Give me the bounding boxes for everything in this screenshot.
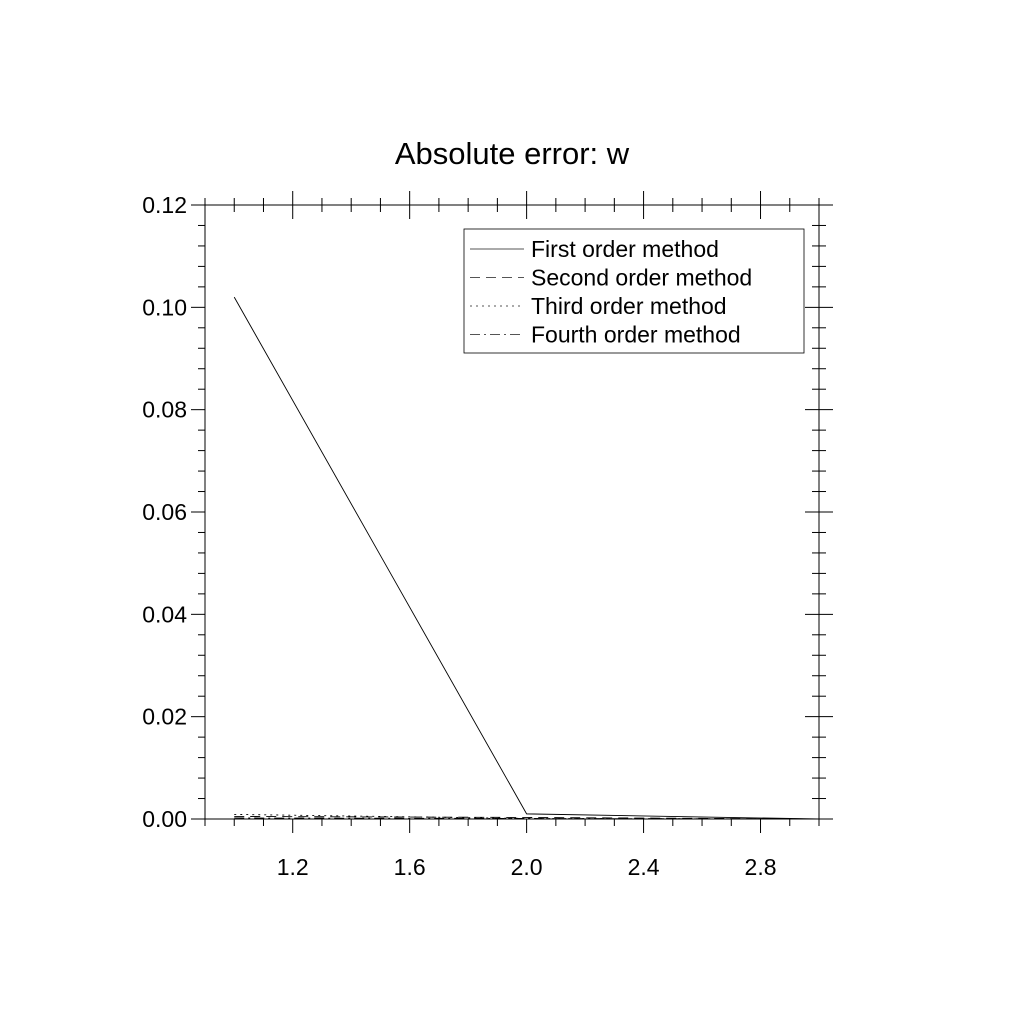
series-line-4 <box>234 817 820 820</box>
chart-title: Absolute error: w <box>395 136 630 171</box>
series-lines <box>233 296 820 820</box>
y-tick-label: 0.10 <box>142 294 187 320</box>
y-tick-label: 0.08 <box>142 397 187 423</box>
legend-label: First order method <box>531 236 719 262</box>
y-tick-label: 0.04 <box>142 601 187 627</box>
legend-label: Second order method <box>531 265 752 291</box>
x-tick-label: 1.6 <box>394 854 426 880</box>
y-tick-labels: 0.00 0.02 0.04 0.06 0.08 0.10 0.12 <box>142 192 187 832</box>
legend: First order method Second order methodThi… <box>463 228 805 354</box>
x-tick-label: 2.8 <box>745 854 777 880</box>
legend-entries: First order method Second order methodThi… <box>470 236 752 348</box>
axis-ticks <box>191 191 833 833</box>
legend-label: Third order method <box>531 293 727 319</box>
x-tick-label: 2.0 <box>511 854 543 880</box>
y-tick-label: 0.00 <box>142 806 187 832</box>
y-tick-label: 0.06 <box>142 499 187 525</box>
legend-box <box>463 228 805 354</box>
legend-label: Fourth order method <box>531 322 741 348</box>
y-tick-label: 0.12 <box>142 192 187 218</box>
y-tick-label: 0.02 <box>142 704 187 730</box>
x-tick-label: 2.4 <box>628 854 660 880</box>
x-tick-labels: 1.2 1.6 2.0 2.4 2.8 <box>277 854 777 880</box>
series-line-1 <box>233 296 820 820</box>
x-tick-label: 1.2 <box>277 854 309 880</box>
